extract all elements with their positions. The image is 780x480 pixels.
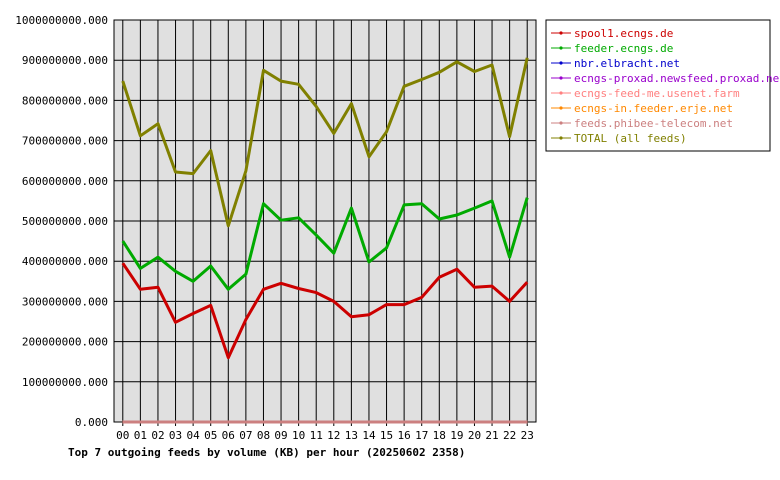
legend-marker — [559, 121, 563, 125]
y-tick-label: 200000000.000 — [22, 336, 108, 349]
x-tick-label: 12 — [327, 429, 340, 442]
x-tick-label: 02 — [151, 429, 164, 442]
x-tick-label: 15 — [380, 429, 393, 442]
series-line-0 — [121, 262, 529, 360]
x-tick-label: 09 — [274, 429, 287, 442]
legend-marker — [559, 31, 563, 35]
y-tick-label: 500000000.000 — [22, 215, 108, 228]
legend-entry: ecngs-feed-me.usenet.farm — [574, 87, 740, 100]
legend-entry: feeds.phibee-telecom.net — [574, 117, 733, 130]
x-tick-label: 06 — [222, 429, 235, 442]
y-tick-label: 600000000.000 — [22, 175, 108, 188]
x-tick-label: 13 — [345, 429, 358, 442]
y-tick-label: 1000000000.000 — [15, 14, 108, 27]
chart-title: Top 7 outgoing feeds by volume (KB) per … — [68, 446, 465, 459]
legend-box — [545, 19, 771, 152]
x-tick-label: 21 — [485, 429, 498, 442]
x-tick-label: 01 — [134, 429, 147, 442]
legend-marker — [559, 91, 563, 95]
legend-entry: spool1.ecngs.de — [574, 27, 673, 40]
y-tick-label: 100000000.000 — [22, 376, 108, 389]
y-tick-label: 400000000.000 — [22, 255, 108, 268]
series-lines — [121, 57, 529, 424]
legend-entry: ecngs-in.feeder.erje.net — [574, 102, 733, 115]
x-tick-label: 04 — [187, 429, 201, 442]
x-tick-label: 03 — [169, 429, 182, 442]
x-axis: 00 01 02 03 04 05 06 07 08 09 10 11 12 13 14 15 16 17 18 19… — [116, 422, 534, 442]
legend-entry: TOTAL (all feeds) — [574, 132, 687, 145]
y-axis: 0.000 100000000.000 200000000.000 300000000… — [15, 14, 108, 429]
x-tick-label: 16 — [398, 429, 411, 442]
legend-marker — [559, 61, 563, 65]
legend: spool1.ecngs.de feeder.ecngs.de nbr.elbrac… — [545, 19, 780, 152]
x-tick-label: 14 — [362, 429, 376, 442]
legend-marker — [559, 106, 563, 110]
x-tick-label: 00 — [116, 429, 129, 442]
x-tick-label: 05 — [204, 429, 217, 442]
y-tick-label: 300000000.000 — [22, 295, 108, 308]
legend-marker — [559, 46, 563, 50]
x-tick-label: 22 — [503, 429, 516, 442]
x-tick-label: 23 — [521, 429, 534, 442]
x-tick-label: 20 — [468, 429, 481, 442]
series-line-1 — [121, 197, 529, 291]
legend-entry: ecngs-proxad.newsfeed.proxad.net — [574, 72, 780, 85]
y-tick-label: 700000000.000 — [22, 135, 108, 148]
x-tick-label: 11 — [310, 429, 323, 442]
x-tick-label: 19 — [450, 429, 463, 442]
x-tick-label: 17 — [415, 429, 428, 442]
x-tick-label: 10 — [292, 429, 305, 442]
y-tick-label: 900000000.000 — [22, 54, 108, 67]
y-tick-label: 0.000 — [75, 416, 108, 429]
legend-entry: nbr.elbracht.net — [574, 57, 680, 70]
legend-entry: feeder.ecngs.de — [574, 42, 673, 55]
x-tick-label: 07 — [239, 429, 252, 442]
x-tick-label: 08 — [257, 429, 270, 442]
legend-marker — [559, 76, 563, 80]
x-tick-label: 18 — [433, 429, 446, 442]
series-line-7 — [121, 57, 529, 228]
legend-marker — [559, 136, 563, 140]
y-tick-label: 800000000.000 — [22, 94, 108, 107]
